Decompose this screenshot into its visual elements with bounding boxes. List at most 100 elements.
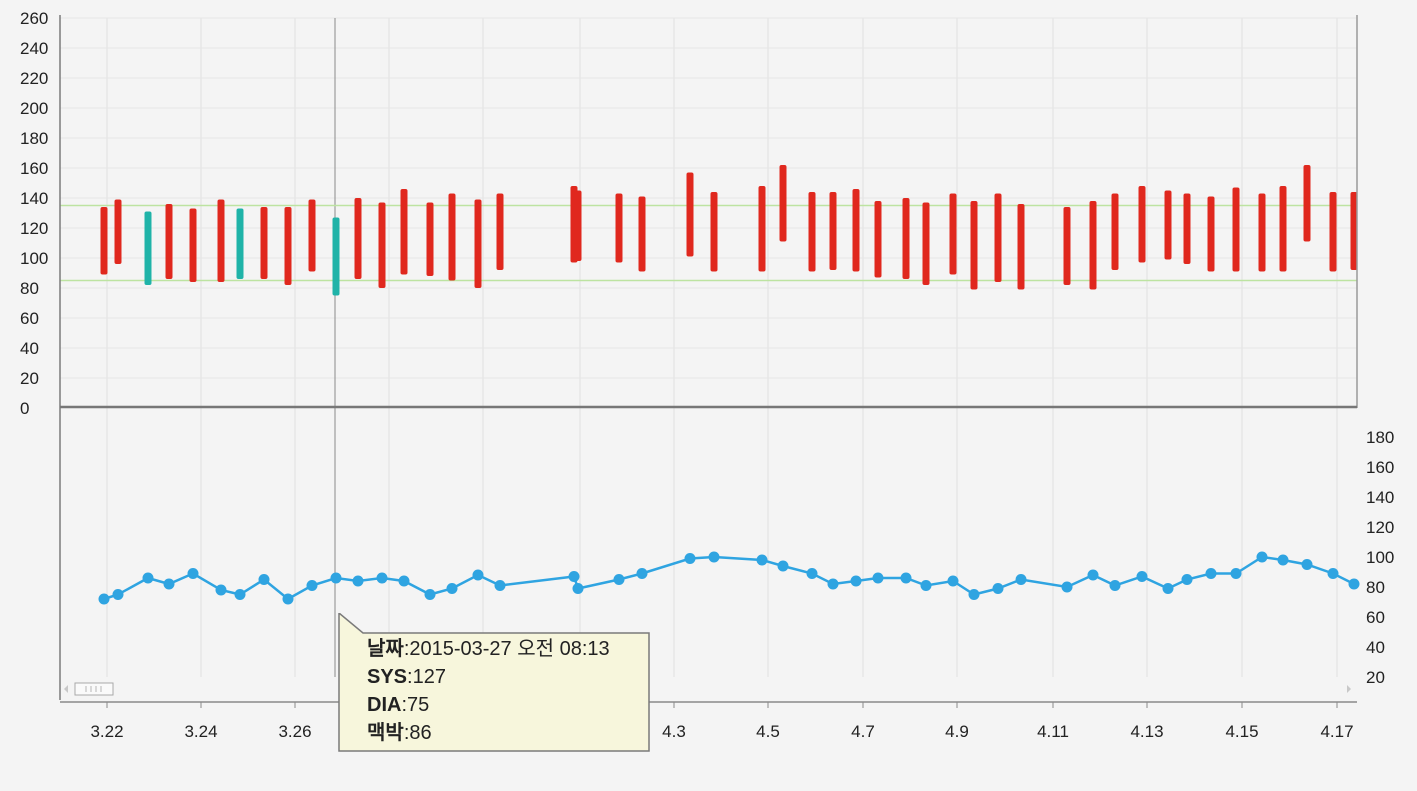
pulse-point[interactable] <box>1162 583 1174 594</box>
bp-bar[interactable] <box>474 199 482 289</box>
bp-bar[interactable] <box>949 193 957 275</box>
bp-bar[interactable] <box>574 190 582 262</box>
bp-bar[interactable] <box>779 165 787 242</box>
bp-bar[interactable] <box>1258 193 1266 272</box>
pulse-point[interactable] <box>1205 568 1217 579</box>
pulse-point[interactable] <box>1327 568 1339 579</box>
pulse-point[interactable] <box>1181 574 1193 585</box>
pulse-point[interactable] <box>992 583 1004 594</box>
pulse-point[interactable] <box>1277 554 1289 566</box>
bp-bar[interactable] <box>1138 186 1146 263</box>
pulse-point[interactable] <box>1109 580 1121 591</box>
bp-bar[interactable] <box>496 193 504 271</box>
bp-bar[interactable] <box>874 201 882 278</box>
pulse-point[interactable] <box>636 568 648 579</box>
pulse-point[interactable] <box>446 583 458 594</box>
bp-bar[interactable] <box>902 198 910 279</box>
pulse-point[interactable] <box>708 551 720 563</box>
pulse-point[interactable] <box>568 571 580 582</box>
bp-bar[interactable] <box>1350 192 1358 270</box>
bp-bar[interactable] <box>1207 196 1215 272</box>
pulse-point[interactable] <box>1015 574 1027 585</box>
bp-bar[interactable] <box>165 204 173 279</box>
pulse-point[interactable] <box>613 574 625 585</box>
pulse-point[interactable] <box>163 578 175 590</box>
pulse-point[interactable] <box>306 580 318 591</box>
bp-bar[interactable] <box>236 208 244 280</box>
bp-bar[interactable] <box>1089 201 1097 290</box>
pulse-point[interactable] <box>777 560 789 572</box>
scrollbar[interactable] <box>64 682 1351 696</box>
bp-bar[interactable] <box>758 186 766 272</box>
pulse-point[interactable] <box>376 572 388 584</box>
bp-bar[interactable] <box>378 202 386 289</box>
pulse-point[interactable] <box>827 578 839 590</box>
bp-bar[interactable] <box>970 201 978 290</box>
bp-bar[interactable] <box>114 199 122 265</box>
pulse-point[interactable] <box>1301 559 1313 570</box>
pulse-point[interactable] <box>947 575 959 587</box>
bp-bar[interactable] <box>260 207 268 279</box>
bp-bar[interactable] <box>615 193 623 263</box>
pulse-point[interactable] <box>1348 578 1360 590</box>
pulse-point[interactable] <box>920 580 932 591</box>
bp-bar[interactable] <box>217 199 225 283</box>
bp-bar[interactable] <box>332 217 340 296</box>
bp-bar[interactable] <box>100 207 108 275</box>
pulse-point[interactable] <box>98 593 110 605</box>
bp-bar[interactable] <box>1232 187 1240 272</box>
pulse-point[interactable] <box>330 572 342 584</box>
bp-bar[interactable] <box>1111 193 1119 271</box>
bp-bar[interactable] <box>638 196 646 272</box>
bp-bar[interactable] <box>1329 192 1337 272</box>
pulse-point[interactable] <box>258 574 270 585</box>
bp-bar[interactable] <box>922 202 930 286</box>
bp-bar[interactable] <box>1164 190 1172 260</box>
pulse-point[interactable] <box>424 589 436 600</box>
pulse-point[interactable] <box>1230 568 1242 579</box>
bp-bar[interactable] <box>1183 193 1191 265</box>
scroll-right-arrow[interactable] <box>1347 685 1351 693</box>
bp-bar[interactable] <box>189 208 197 283</box>
bp-bar[interactable] <box>994 193 1002 283</box>
pulse-point[interactable] <box>1256 551 1268 563</box>
bp-bar[interactable] <box>308 199 316 272</box>
pulse-point[interactable] <box>1136 571 1148 582</box>
pulse-point[interactable] <box>142 572 154 584</box>
pulse-point[interactable] <box>756 554 768 566</box>
bp-bar[interactable] <box>808 192 816 272</box>
bp-bar[interactable] <box>354 198 362 279</box>
bp-bar[interactable] <box>1063 207 1071 285</box>
pulse-point[interactable] <box>872 572 884 584</box>
bp-bar[interactable] <box>686 172 694 257</box>
pulse-point[interactable] <box>684 553 696 564</box>
pulse-point[interactable] <box>352 575 364 587</box>
scroll-left-arrow[interactable] <box>64 685 68 693</box>
bp-bar[interactable] <box>1303 165 1311 242</box>
pulse-point[interactable] <box>472 569 484 581</box>
pulse-point[interactable] <box>806 568 818 579</box>
bp-bar[interactable] <box>1017 204 1025 290</box>
scroll-thumb[interactable] <box>74 682 114 696</box>
pulse-point[interactable] <box>900 572 912 584</box>
pulse-point[interactable] <box>112 589 124 600</box>
bp-bar[interactable] <box>710 192 718 272</box>
bp-bar[interactable] <box>284 207 292 285</box>
bp-bar[interactable] <box>144 211 152 286</box>
pulse-point[interactable] <box>282 593 294 605</box>
bp-bar[interactable] <box>852 189 860 272</box>
pulse-point[interactable] <box>215 584 227 596</box>
pulse-point[interactable] <box>572 583 584 594</box>
pulse-point[interactable] <box>1061 581 1073 593</box>
pulse-point[interactable] <box>1087 569 1099 581</box>
bp-bar[interactable] <box>1279 186 1287 272</box>
pulse-point[interactable] <box>234 589 246 600</box>
pulse-point[interactable] <box>494 580 506 591</box>
pulse-point[interactable] <box>398 575 410 587</box>
bp-bar[interactable] <box>426 202 434 277</box>
bp-bar[interactable] <box>829 192 837 270</box>
pulse-point[interactable] <box>187 568 199 579</box>
bp-bar[interactable] <box>400 189 408 275</box>
pulse-point[interactable] <box>850 575 862 587</box>
pulse-point[interactable] <box>968 589 980 600</box>
